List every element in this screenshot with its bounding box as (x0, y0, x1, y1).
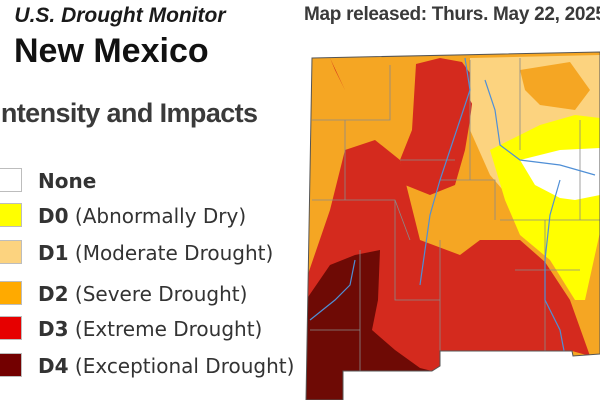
legend-item-d2: D2 (Severe Drought) (0, 279, 300, 307)
d2-patch-northeast (520, 62, 590, 110)
state-outline (305, 51, 600, 400)
rivers (309, 57, 596, 357)
swatch-d0 (0, 203, 22, 227)
d4-region (306, 250, 432, 400)
release-date: Map released: Thurs. May 22, 2025 (304, 4, 600, 25)
swatch-d3 (0, 316, 22, 340)
legend-item-d0: D0 (Abnormally Dry) (0, 201, 300, 229)
legend-code: D3 (38, 317, 69, 341)
d1-region-north (470, 68, 500, 125)
d3-patch-nw (330, 58, 345, 90)
legend-code: None (38, 169, 97, 193)
drought-map (305, 51, 600, 400)
legend-code: D1 (38, 241, 69, 265)
d3-region-north (400, 58, 475, 195)
legend-desc: (Extreme Drought) (74, 317, 263, 341)
swatch-d2 (0, 281, 22, 305)
swatch-d4 (0, 353, 22, 377)
state-title: New Mexico (14, 32, 209, 70)
legend-desc: (Exceptional Drought) (74, 354, 295, 378)
legend-item-d4: D4 (Exceptional Drought) (0, 351, 300, 379)
legend-item-d3: D3 (Extreme Drought) (0, 314, 300, 342)
legend-desc: (Severe Drought) (74, 282, 248, 306)
legend-item-d1: D1 (Moderate Drought) (0, 238, 300, 266)
legend-desc: (Moderate Drought) (74, 241, 274, 265)
legend-title: Intensity and Impacts (0, 98, 258, 128)
legend-code: D2 (38, 282, 69, 306)
legend-code: D0 (38, 204, 69, 228)
legend-item-none: None (0, 166, 300, 194)
legend-desc: (Abnormally Dry) (74, 204, 247, 228)
swatch-none (0, 168, 22, 192)
legend-code: D4 (38, 354, 69, 378)
county-lines (310, 58, 600, 371)
source-title: U.S. Drought Monitor (14, 4, 226, 27)
swatch-d1 (0, 240, 22, 264)
